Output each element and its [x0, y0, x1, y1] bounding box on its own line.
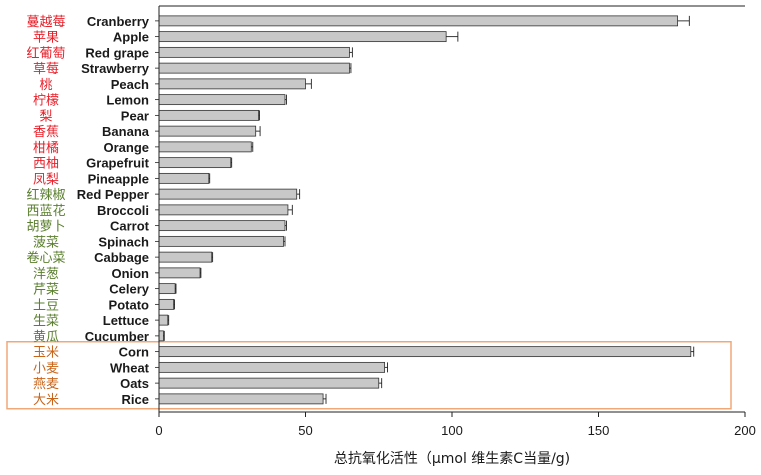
category-label-en: Corn — [119, 345, 149, 360]
bar-rice — [158, 393, 324, 405]
bar-strawberry — [158, 62, 350, 74]
highlight-box-grains — [6, 341, 732, 410]
category-label-en: Red Pepper — [77, 187, 149, 202]
category-label-en: Strawberry — [81, 61, 150, 76]
category-label-en: Cranberry — [87, 14, 150, 29]
category-label-en: Wheat — [110, 360, 150, 375]
bar-apple — [158, 31, 447, 43]
category-label-cn: 西柚 — [33, 157, 59, 172]
category-label-en: Cucumber — [85, 329, 149, 344]
category-label-cn: 西蓝花 — [26, 203, 65, 219]
bar-onion — [158, 267, 201, 279]
category-label-cn: 玉米 — [33, 346, 59, 361]
x-tick-label: 200 — [734, 423, 756, 438]
bar-broccoli — [158, 204, 289, 216]
category-label-cn: 胡萝卜 — [26, 220, 65, 235]
category-label-cn: 蔓越莓 — [26, 15, 65, 30]
category-label-cn: 香蕉 — [33, 125, 59, 140]
x-tick-label: 0 — [155, 423, 162, 438]
bar-potato — [158, 298, 175, 310]
bar-corn — [158, 346, 692, 358]
category-label-cn: 小麦 — [33, 361, 59, 376]
category-label-cn: 柑橘 — [33, 140, 59, 156]
category-label-cn: 菠菜 — [33, 235, 59, 250]
category-label-cn: 卷心菜 — [26, 250, 65, 266]
category-label-en: Apple — [113, 30, 149, 45]
category-label-en: Lemon — [106, 93, 149, 108]
category-label-cn: 燕麦 — [33, 377, 59, 392]
category-label-cn: 梨 — [39, 109, 52, 124]
category-label-cn: 洋葱 — [33, 267, 59, 282]
category-label-en: Red grape — [85, 45, 149, 60]
bar-banana — [158, 125, 257, 137]
category-label-cn: 黄瓜 — [33, 330, 59, 345]
category-label-cn: 芹菜 — [33, 283, 59, 298]
category-label-en: Celery — [109, 282, 150, 297]
bar-spinach — [158, 235, 284, 247]
category-label-en: Broccoli — [97, 203, 149, 218]
bar-orange — [158, 141, 252, 153]
category-label-en: Carrot — [110, 219, 150, 234]
bar-oats — [158, 377, 380, 389]
bar-cabbage — [158, 251, 213, 263]
bar-cucumber — [158, 330, 164, 342]
category-label-en: Peach — [111, 77, 149, 92]
bar-lettuce — [158, 314, 169, 326]
category-label-cn: 土豆 — [33, 298, 59, 313]
category-label-cn: 凤梨 — [33, 172, 59, 187]
bar-red-pepper — [158, 188, 298, 200]
category-label-cn: 生菜 — [33, 314, 59, 329]
bar-carrot — [158, 220, 286, 232]
category-label-en: Onion — [111, 266, 149, 281]
x-tick-label: 100 — [441, 423, 463, 438]
x-tick-label: 150 — [588, 423, 610, 438]
category-label-en: Pineapple — [88, 171, 149, 186]
bar-wheat — [158, 361, 386, 373]
category-label-cn: 红辣椒 — [26, 187, 65, 203]
category-label-en: Grapefruit — [86, 156, 150, 171]
category-label-en: Cabbage — [94, 250, 149, 265]
category-label-en: Lettuce — [103, 313, 149, 328]
bar-pineapple — [158, 172, 210, 184]
category-label-en: Spinach — [98, 234, 149, 249]
category-label-cn: 桃 — [39, 78, 52, 93]
bar-pear — [158, 109, 260, 121]
category-label-en: Pear — [121, 108, 149, 123]
category-label-en: Orange — [103, 140, 149, 155]
bar-red-grape — [158, 46, 350, 58]
category-label-cn: 柠檬 — [33, 94, 59, 109]
category-label-en: Oats — [120, 376, 149, 391]
bar-peach — [158, 78, 306, 90]
category-label-en: Rice — [122, 392, 149, 407]
x-tick-label: 50 — [298, 423, 312, 438]
bar-cranberry — [158, 15, 679, 27]
category-label-cn: 红葡萄 — [26, 45, 65, 61]
bar-grapefruit — [158, 157, 232, 169]
category-label-en: Banana — [102, 124, 150, 139]
x-axis-label: 总抗氧化活性（μmol 维生素C当量/g) — [334, 451, 570, 467]
category-label-en: Potato — [109, 297, 150, 312]
category-label-cn: 大米 — [33, 393, 59, 408]
bar-lemon — [158, 94, 286, 106]
category-label-cn: 苹果 — [33, 31, 59, 46]
bar-celery — [158, 283, 176, 295]
category-label-cn: 草莓 — [33, 62, 59, 77]
